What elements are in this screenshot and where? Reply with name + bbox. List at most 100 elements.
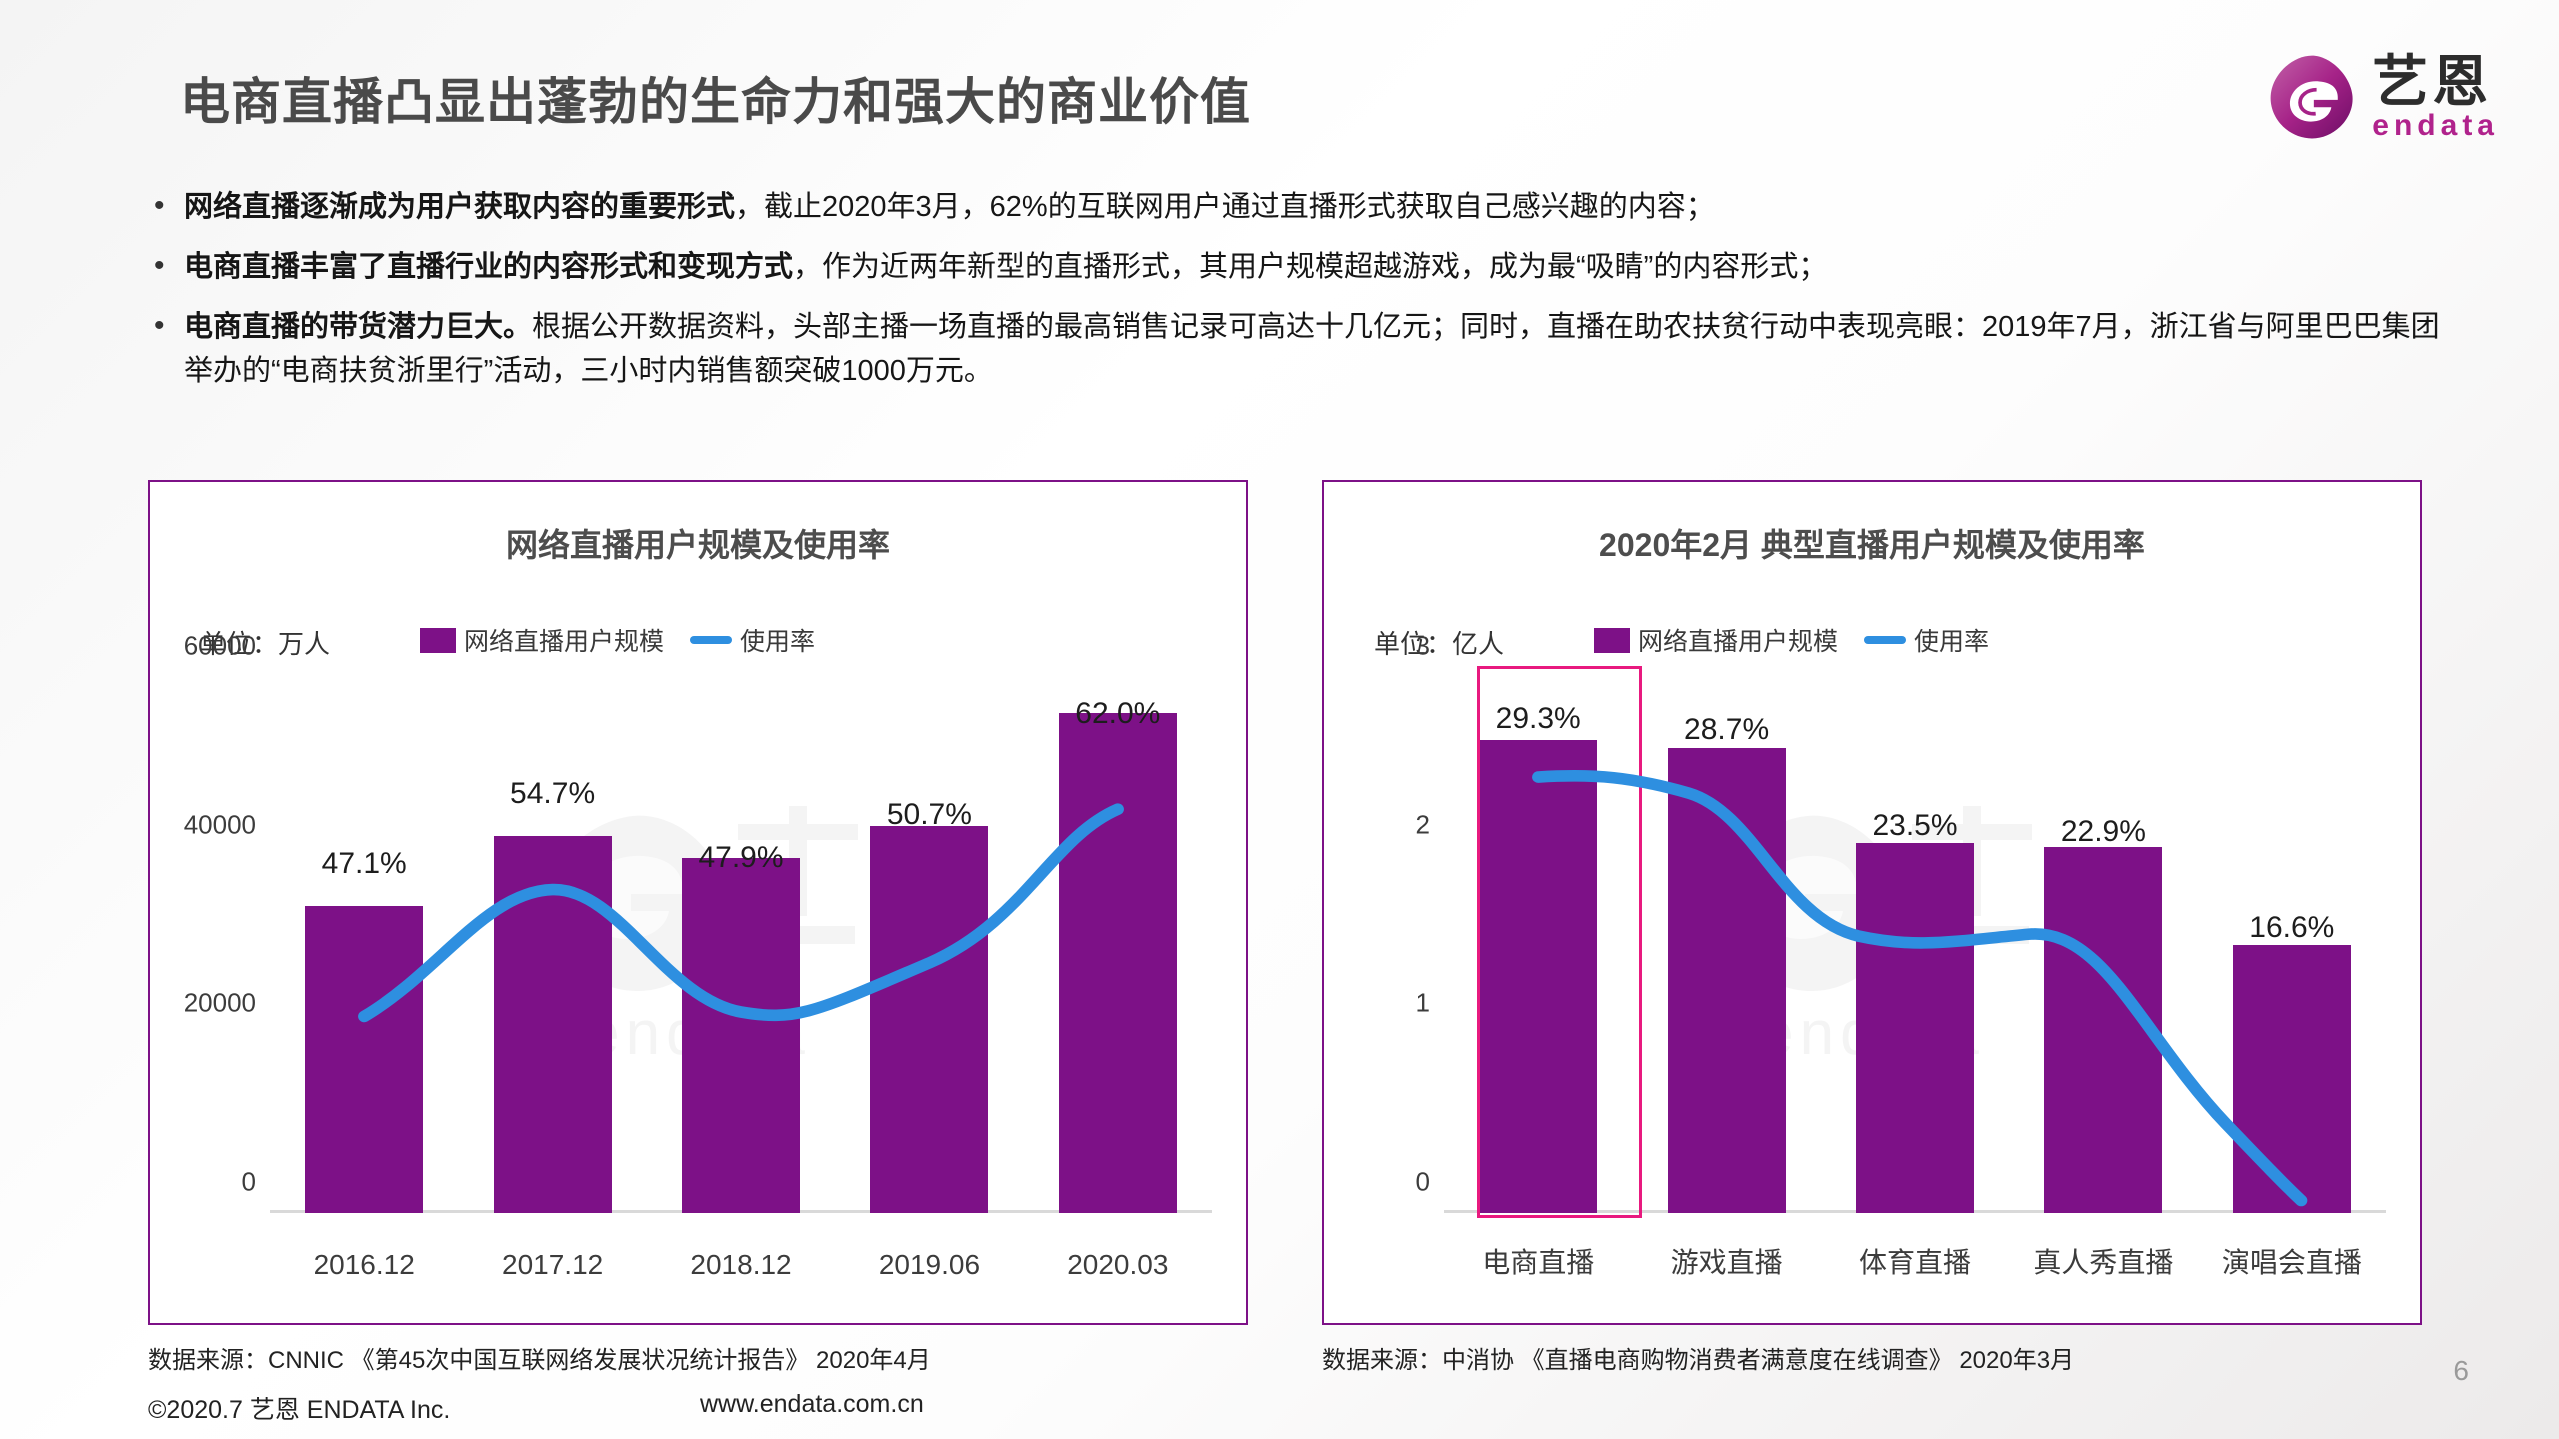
legend-item-line: 使用率 [1864,622,1989,658]
x-axis-labels-right: 电商直播 游戏直播 体育直播 真人秀直播 演唱会直播 [1444,1241,2386,1281]
logo-chinese-name: 艺恩 [2372,50,2493,114]
x-tick-label: 电商直播 [1482,1247,1595,1278]
bar-slot [1024,677,1212,1213]
x-tick-label: 2018.12 [690,1249,792,1280]
chart-panel-left: 网络直播用户规模及使用率 单位：万人 网络直播用户规模 使用率 endata 0 [148,480,1248,1325]
data-label: 22.9% [2060,814,2146,848]
bullet-marker: • [154,189,165,222]
website-url[interactable]: www.endata.com.cn [700,1390,924,1418]
legend-line-icon [1864,636,1907,644]
bar[interactable] [2232,945,2351,1213]
bullet-marker: • [154,249,165,282]
x-tick-label: 2017.12 [502,1249,604,1280]
y-tick-label: 1 [1415,987,1430,1018]
data-label: 54.7% [510,777,596,810]
legend-swatch-icon [1594,627,1630,653]
bar-slot [1821,677,2009,1213]
bar[interactable] [682,858,801,1213]
source-note-right: 数据来源：中消协 《直播电商购物消费者满意度在线调查》 2020年3月 [1322,1347,2075,1374]
y-tick-label: 20000 [183,987,256,1018]
chart-panel-right: 2020年2月 典型直播用户规模及使用率 单位：亿人 网络直播用户规模 使用率 … [1322,480,2422,1325]
bar[interactable] [2044,846,2163,1213]
x-tick-label: 2016.12 [313,1249,415,1280]
bar-slot [835,677,1023,1213]
y-tick-label: 0 [241,1166,256,1197]
list-item: • 电商直播的带货潜力巨大。根据公开数据资料，头部主播一场直播的最高销售记录可高… [150,305,2450,393]
bar[interactable] [1479,739,1598,1213]
bar[interactable] [1667,748,1786,1213]
list-item: • 电商直播丰富了直播行业的内容形式和变现方式，作为近两年新型的直播形式，其用户… [150,245,2450,289]
chart-unit-left: 单位：万人 [200,629,331,659]
bullet-bold-text: 网络直播逐渐成为用户获取内容的重要形式 [184,191,736,223]
y-tick-label: 60000 [183,630,256,661]
legend-label-bar: 网络直播用户规模 [1638,628,1839,656]
data-label: 47.9% [698,841,784,875]
legend-item-bar: 网络直播用户规模 [420,622,664,658]
x-tick-label: 真人秀直播 [2033,1247,2174,1278]
bar[interactable] [1856,843,1975,1213]
bar-slot [647,677,835,1213]
y-tick-label: 0 [1415,1166,1430,1197]
y-tick-label: 40000 [183,809,256,840]
legend-item-line: 使用率 [690,622,815,658]
legend-swatch-icon [420,627,456,653]
data-label: 16.6% [2249,911,2335,944]
bullet-list: • 网络直播逐渐成为用户获取内容的重要形式，截止2020年3月，62%的互联网用… [150,185,2450,409]
bullet-text: 电商直播的带货潜力巨大。根据公开数据资料，头部主播一场直播的最高销售记录可高达十… [184,305,2450,393]
copyright-text: ©2020.7 艺恩 ENDATA Inc. [148,1396,451,1424]
chart-legend-left: 网络直播用户规模 使用率 [420,622,815,658]
page-title: 电商直播凸显出蓬勃的生命力和强大的商业价值 [180,74,1251,130]
x-tick-label: 2019.06 [878,1249,981,1280]
legend-label-line: 使用率 [1914,628,1990,656]
data-label: 62.0% [1075,696,1161,730]
data-label: 28.7% [1684,712,1770,746]
bar[interactable] [493,836,612,1213]
legend-label-line: 使用率 [740,628,816,656]
data-label: 29.3% [1495,701,1581,735]
bar[interactable] [305,905,424,1213]
page-number: 6 [2453,1355,2469,1386]
bar-group-right [1444,677,2386,1213]
bar[interactable] [1058,712,1177,1213]
bar-slot [2009,677,2197,1213]
bullet-rest-text: 根据公开数据资料，头部主播一场直播的最高销售记录可高达十几亿元；同时，直播在助农… [184,311,2440,387]
chart-plot-left: 0 20000 40000 60000 47.1% 54.7% 47.9% 50… [184,631,1212,1213]
bar-slot [1444,677,1632,1213]
legend-label-bar: 网络直播用户规模 [464,628,665,656]
bar-slot [2198,677,2386,1213]
bullet-rest-text: ，截止2020年3月，62%的互联网用户通过直播形式获取自己感兴趣的内容； [735,191,1715,223]
x-tick-label: 游戏直播 [1670,1247,1783,1278]
y-tick-label: 3 [1415,630,1430,661]
endata-logo-mark [2270,55,2353,139]
chart-unit-right: 单位：亿人 [1374,629,1505,659]
bar-slot [1632,677,1820,1213]
bar-slot [458,677,646,1213]
list-item: • 网络直播逐渐成为用户获取内容的重要形式，截止2020年3月，62%的互联网用… [150,185,2450,229]
x-axis-labels-left: 2016.12 2017.12 2018.12 2019.06 2020.03 [270,1249,1212,1281]
bullet-rest-text: ，作为近两年新型的直播形式，其用户规模超越游戏，成为最“吸睛”的内容形式； [793,251,1828,283]
x-tick-label: 演唱会直播 [2221,1247,2362,1278]
y-tick-label: 2 [1415,809,1430,840]
bullet-text: 电商直播丰富了直播行业的内容形式和变现方式，作为近两年新型的直播形式，其用户规模… [184,245,2450,289]
legend-line-icon [690,636,733,644]
bar-slot [270,677,458,1213]
endata-logo: 艺恩 endata [2266,52,2499,144]
chart-title-left: 网络直播用户规模及使用率 [505,527,890,563]
bullet-bold-text: 电商直播的带货潜力巨大。 [184,311,533,343]
chart-plot-right: 0 1 2 3 29.3% 28.7% 23.5% 22.9% 16.6% [1416,631,2386,1219]
data-label: 23.5% [1872,809,1958,843]
x-tick-label: 2020.03 [1067,1249,1169,1280]
bar-group-left [270,677,1212,1213]
data-label: 50.7% [886,798,972,832]
bar[interactable] [870,826,989,1213]
logo-english-name: endata [2372,108,2499,142]
bullet-bold-text: 电商直播丰富了直播行业的内容形式和变现方式 [184,251,794,283]
chart-title-right: 2020年2月 典型直播用户规模及使用率 [1599,527,2145,563]
chart-legend-right: 网络直播用户规模 使用率 [1594,622,1989,658]
source-note-left: 数据来源：CNNIC 《第45次中国互联网络发展状况统计报告》 2020年4月 [148,1347,931,1374]
bullet-text: 网络直播逐渐成为用户获取内容的重要形式，截止2020年3月，62%的互联网用户通… [184,185,2450,229]
legend-item-bar: 网络直播用户规模 [1594,622,1838,658]
x-tick-label: 体育直播 [1859,1247,1972,1278]
bullet-marker: • [154,309,165,342]
